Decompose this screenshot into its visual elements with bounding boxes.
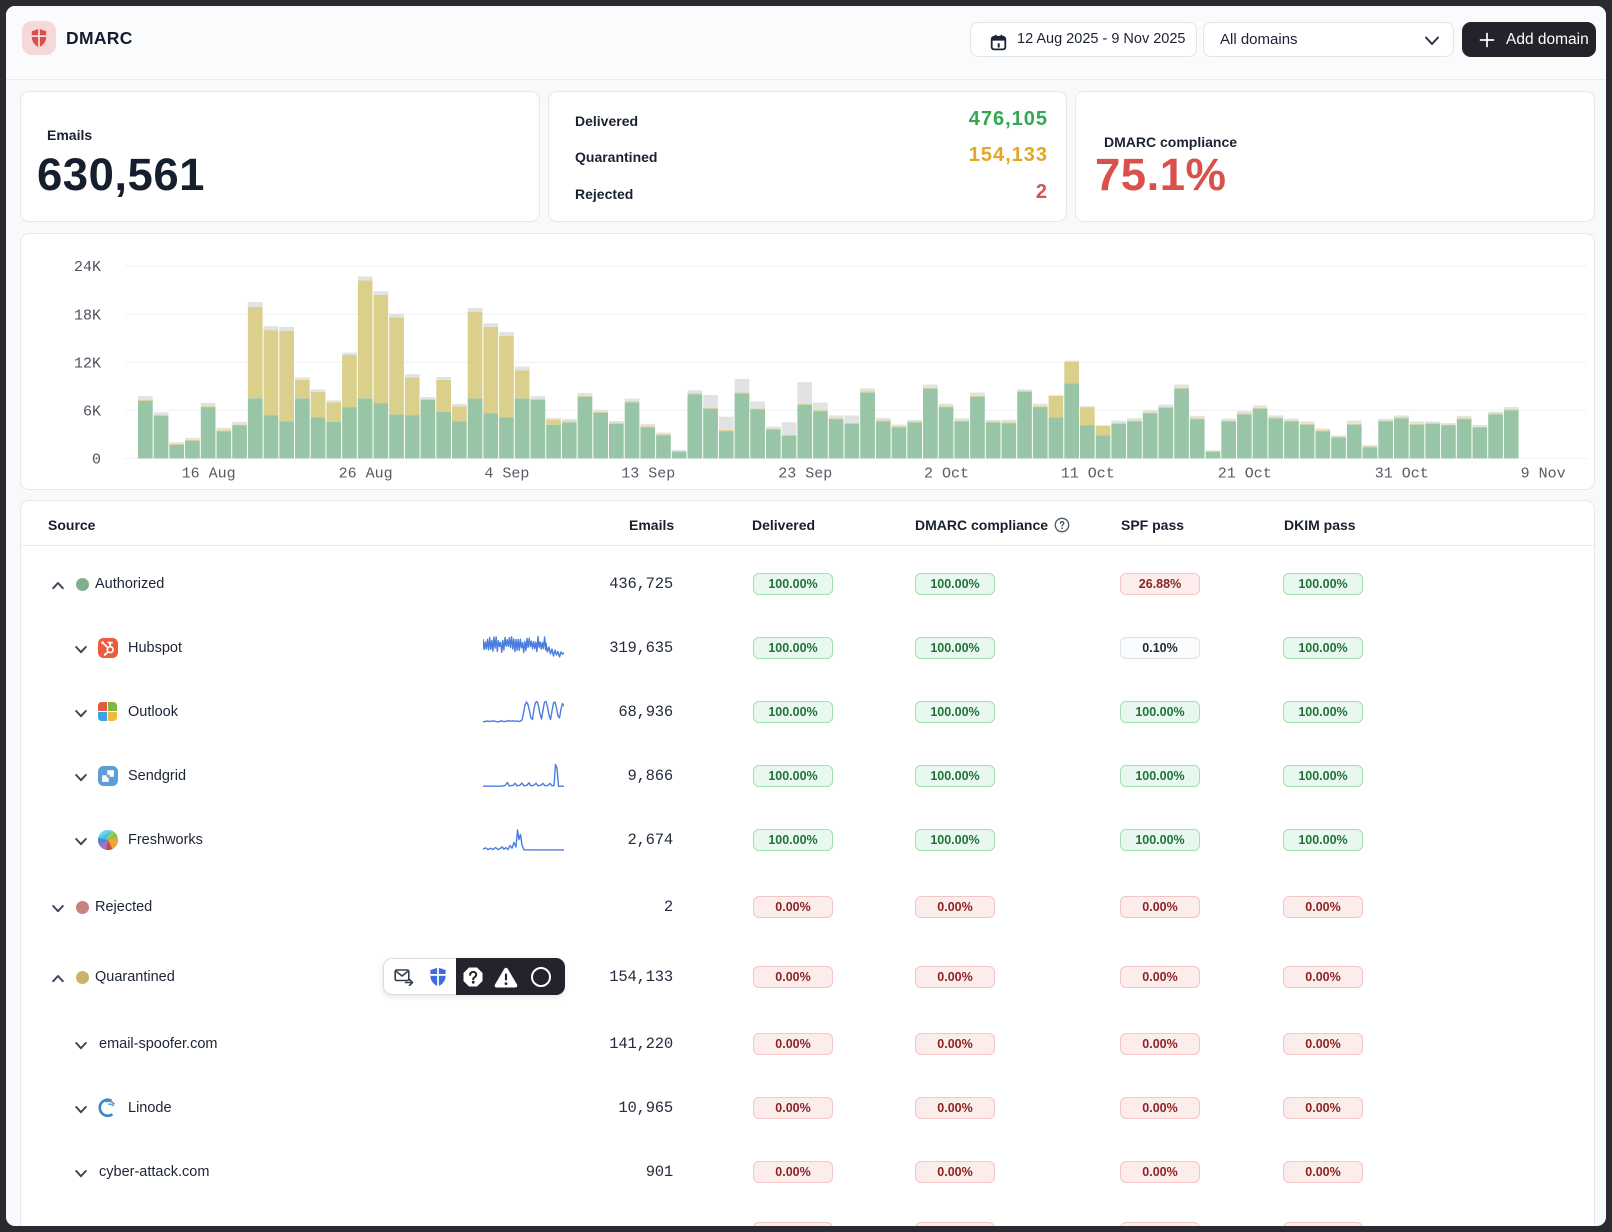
svg-text:26 Aug: 26 Aug	[339, 466, 393, 483]
svg-text:4 Sep: 4 Sep	[484, 466, 529, 483]
svg-text:0: 0	[92, 452, 101, 469]
svg-text:13 Sep: 13 Sep	[621, 466, 675, 483]
svg-text:31 Oct: 31 Oct	[1375, 466, 1429, 483]
svg-text:18K: 18K	[74, 307, 101, 324]
svg-text:9 Nov: 9 Nov	[1521, 466, 1566, 483]
svg-text:24K: 24K	[74, 259, 101, 276]
svg-text:16 Aug: 16 Aug	[182, 466, 236, 483]
svg-text:12K: 12K	[74, 355, 101, 372]
svg-text:2 Oct: 2 Oct	[924, 466, 969, 483]
svg-text:11 Oct: 11 Oct	[1061, 466, 1115, 483]
svg-text:6K: 6K	[83, 404, 101, 421]
svg-text:23 Sep: 23 Sep	[778, 466, 832, 483]
svg-text:21 Oct: 21 Oct	[1218, 466, 1272, 483]
